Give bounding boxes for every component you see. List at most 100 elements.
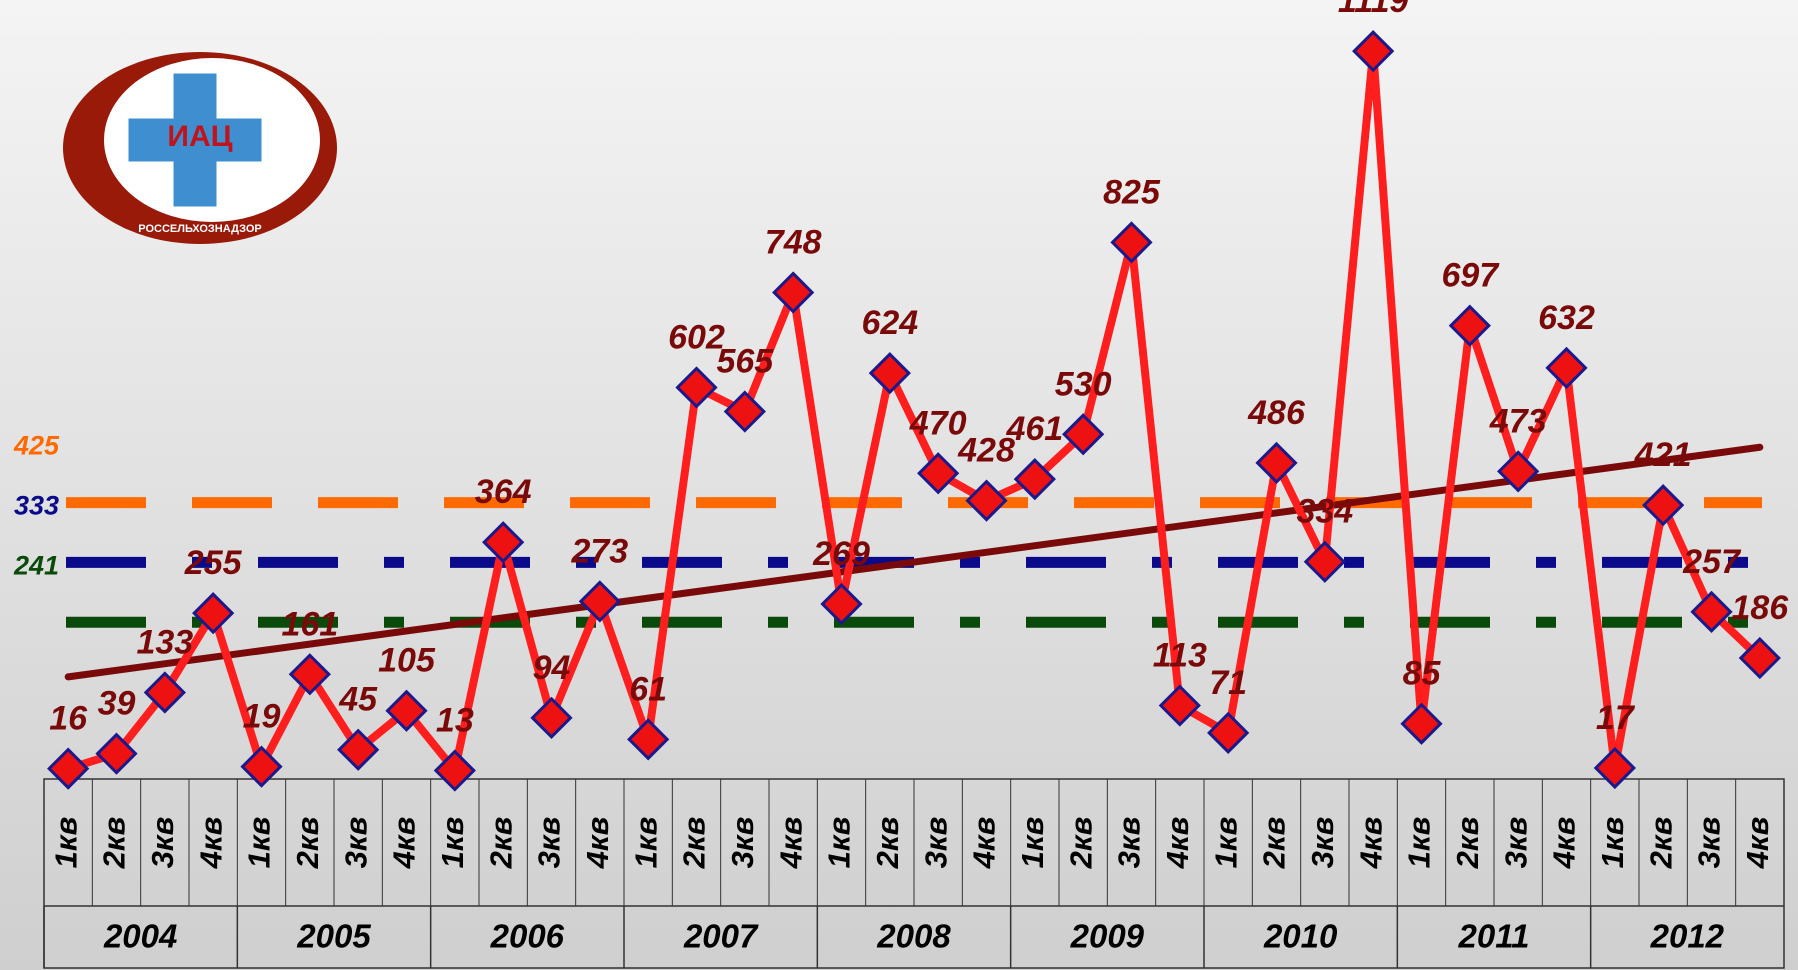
point-marker [240,745,283,788]
x-tick-label: 2кв [290,817,325,870]
data-label: 473 [1489,402,1547,440]
data-label: 697 [1441,257,1500,295]
point-marker [627,718,670,761]
data-label: 364 [475,473,532,511]
point-marker [530,696,573,739]
point-marker [578,580,621,623]
x-tick-label: 2кв [97,817,132,870]
logo-subtitle: РОССЕЛЬХОЗНАДЗОР [138,223,261,235]
data-label: 113 [1153,636,1207,674]
point-marker [1448,304,1491,347]
logo-text: ИАЦ [167,120,232,153]
point-marker [1400,702,1443,745]
data-label: 421 [1634,436,1692,474]
x-tick-label: 2кв [677,817,712,870]
x-tick-label: 4кв [773,817,808,870]
data-label: 273 [570,532,628,570]
x-tick-label: 3кв [338,817,373,869]
data-label: 748 [765,223,822,261]
x-tick-label: 4кв [1160,817,1195,870]
x-tick-label: 2кв [1257,817,1292,870]
data-label: 133 [136,623,193,661]
data-label: 255 [184,544,243,582]
data-label: 428 [957,432,1015,470]
x-tick-label: 3кв [1498,817,1533,869]
x-tick-label: 1кв [242,817,277,869]
point-marker [772,271,815,314]
logo: ИАЦ РОССЕЛЬХОЗНАДЗОР [63,52,337,244]
data-label: 486 [1247,394,1306,432]
point-marker [1545,346,1588,390]
year-label: 2008 [876,918,951,955]
x-tick-label: 2кв [1063,817,1098,870]
year-label: 2005 [296,918,371,955]
reference-label: 241 [13,550,59,580]
point-marker [288,653,331,696]
x-tick-label: 3кв [1305,817,1340,869]
point-marker [1593,746,1636,790]
x-tick-label: 4кв [1353,817,1388,870]
data-label: 1119 [1338,0,1409,20]
point-marker [723,390,766,433]
point-marker [1062,413,1105,456]
data-label: 334 [1296,493,1353,531]
point-marker [820,582,863,626]
point-marker [868,352,911,395]
point-marker [1207,711,1250,754]
point-marker [1255,441,1298,485]
x-tick-label: 1кв [1595,817,1630,869]
data-label: 470 [909,404,967,442]
point-marker [1110,221,1153,264]
point-marker [1738,636,1781,680]
data-label: 94 [533,649,571,687]
x-tick-label: 3кв [1112,817,1147,869]
data-label: 186 [1731,589,1789,627]
point-marker [1690,590,1733,633]
data-label: 61 [629,670,667,708]
x-tick-label: 4кв [1547,817,1582,870]
data-label: 624 [861,304,918,342]
x-tick-label: 1кв [48,817,83,869]
data-label: 161 [281,605,338,643]
year-label: 2010 [1263,918,1338,955]
data-label: 602 [668,318,725,356]
point-marker [192,592,235,635]
point-marker [47,747,90,790]
x-tick-label: 4кв [193,817,228,870]
x-tick-label: 2кв [870,817,905,870]
data-label: 85 [1403,655,1442,693]
x-tick-label: 4кв [387,817,422,870]
point-marker [337,728,380,771]
point-marker [482,521,525,564]
x-tick-label: 2кв [483,817,518,870]
x-tick-label: 4кв [580,817,615,870]
point-marker [965,479,1008,522]
point-marker [433,749,476,792]
data-label: 39 [98,685,136,723]
x-tick-label: 1кв [435,817,470,869]
year-label: 2007 [683,918,759,955]
data-label: 461 [1005,410,1063,448]
trend-line [64,443,1764,681]
point-marker [917,452,960,495]
year-label: 2004 [103,918,177,955]
x-tick-label: 3кв [725,817,760,869]
x-tick-label: 1кв [1015,817,1050,869]
data-label: 105 [378,642,436,680]
reference-label: 333 [14,491,59,521]
point-marker [1352,30,1395,73]
data-label: 71 [1209,664,1247,702]
data-label: 45 [338,681,378,719]
year-label: 2006 [490,918,565,955]
point-marker [1642,484,1685,527]
point-marker [675,366,718,409]
data-label: 825 [1103,173,1161,211]
point-marker [95,732,138,775]
data-label: 530 [1055,365,1112,403]
x-tick-label: 3кв [918,817,953,869]
x-tick-label: 1кв [822,817,857,869]
point-marker [1158,684,1201,727]
point-marker [385,689,428,732]
x-tick-label: 3кв [1692,817,1727,869]
